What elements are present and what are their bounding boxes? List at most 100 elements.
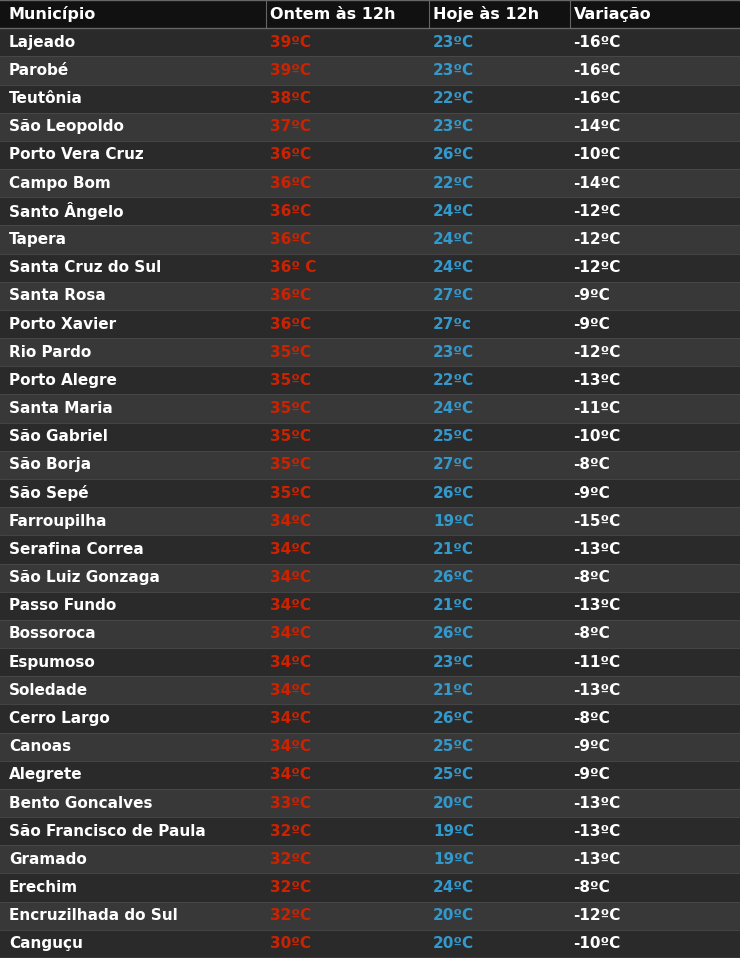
- Text: 23ºC: 23ºC: [433, 345, 474, 359]
- Bar: [0, 282, 740, 310]
- Bar: [0, 141, 740, 169]
- Bar: [0, 901, 740, 930]
- Text: 36º C: 36º C: [270, 261, 317, 275]
- Text: Variação: Variação: [574, 7, 651, 22]
- Text: 20ºC: 20ºC: [433, 795, 474, 810]
- Text: -13ºC: -13ºC: [574, 824, 621, 838]
- Text: -13ºC: -13ºC: [574, 542, 621, 557]
- Bar: [0, 733, 740, 761]
- Text: 34ºC: 34ºC: [270, 599, 311, 613]
- Bar: [0, 422, 740, 451]
- Text: -11ºC: -11ºC: [574, 654, 621, 670]
- Text: 19ºC: 19ºC: [433, 852, 474, 867]
- Text: 19ºC: 19ºC: [433, 513, 474, 529]
- Bar: [0, 366, 740, 395]
- Text: 26ºC: 26ºC: [433, 148, 474, 163]
- Text: -9ºC: -9ºC: [574, 740, 610, 754]
- Text: São Leopoldo: São Leopoldo: [9, 120, 124, 134]
- Text: -8ºC: -8ºC: [574, 711, 610, 726]
- Text: 26ºC: 26ºC: [433, 570, 474, 585]
- Bar: [0, 479, 740, 507]
- Text: Santo Ângelo: Santo Ângelo: [9, 202, 124, 220]
- Text: Canguçu: Canguçu: [9, 936, 83, 951]
- Text: -15ºC: -15ºC: [574, 513, 621, 529]
- Text: 36ºC: 36ºC: [270, 204, 312, 218]
- Text: Alegrete: Alegrete: [9, 767, 82, 783]
- Text: 36ºC: 36ºC: [270, 288, 312, 304]
- Text: São Sepé: São Sepé: [9, 485, 89, 501]
- Bar: [0, 563, 740, 592]
- Text: 24ºC: 24ºC: [433, 232, 474, 247]
- Text: 35ºC: 35ºC: [270, 345, 311, 359]
- Text: 27ºc: 27ºc: [433, 316, 472, 331]
- Bar: [0, 113, 740, 141]
- Text: -14ºC: -14ºC: [574, 120, 621, 134]
- Text: Porto Xavier: Porto Xavier: [9, 316, 116, 331]
- Text: Bossoroca: Bossoroca: [9, 627, 96, 642]
- Bar: [0, 197, 740, 225]
- Bar: [0, 451, 740, 479]
- Text: Gramado: Gramado: [9, 852, 87, 867]
- Text: Porto Alegre: Porto Alegre: [9, 373, 117, 388]
- Bar: [0, 704, 740, 733]
- Text: 37ºC: 37ºC: [270, 120, 311, 134]
- Text: Hoje às 12h: Hoje às 12h: [433, 6, 539, 22]
- Text: 34ºC: 34ºC: [270, 683, 311, 697]
- Text: 35ºC: 35ºC: [270, 429, 311, 445]
- Bar: [0, 310, 740, 338]
- Text: 20ºC: 20ºC: [433, 908, 474, 924]
- Text: 24ºC: 24ºC: [433, 204, 474, 218]
- Text: 35ºC: 35ºC: [270, 457, 311, 472]
- Text: Lajeado: Lajeado: [9, 34, 76, 50]
- Text: Farroupilha: Farroupilha: [9, 513, 107, 529]
- Text: Erechim: Erechim: [9, 880, 78, 895]
- Text: 33ºC: 33ºC: [270, 795, 311, 810]
- Text: -8ºC: -8ºC: [574, 627, 610, 642]
- Text: -13ºC: -13ºC: [574, 852, 621, 867]
- Text: -13ºC: -13ºC: [574, 795, 621, 810]
- Text: 23ºC: 23ºC: [433, 120, 474, 134]
- Text: 25ºC: 25ºC: [433, 429, 474, 445]
- Text: 34ºC: 34ºC: [270, 513, 311, 529]
- Text: 23ºC: 23ºC: [433, 34, 474, 50]
- Text: 27ºC: 27ºC: [433, 288, 474, 304]
- Text: -12ºC: -12ºC: [574, 345, 621, 359]
- Text: 32ºC: 32ºC: [270, 824, 312, 838]
- Text: -12ºC: -12ºC: [574, 232, 621, 247]
- Text: Espumoso: Espumoso: [9, 654, 95, 670]
- Text: 22ºC: 22ºC: [433, 373, 474, 388]
- Text: Santa Rosa: Santa Rosa: [9, 288, 106, 304]
- Text: 39ºC: 39ºC: [270, 63, 311, 78]
- Text: 22ºC: 22ºC: [433, 175, 474, 191]
- Text: 22ºC: 22ºC: [433, 91, 474, 106]
- Text: Campo Bom: Campo Bom: [9, 175, 111, 191]
- Bar: [0, 676, 740, 704]
- Text: 24ºC: 24ºC: [433, 880, 474, 895]
- Text: -10ºC: -10ºC: [574, 148, 621, 163]
- Bar: [0, 761, 740, 789]
- Bar: [0, 789, 740, 817]
- Bar: [0, 620, 740, 648]
- Text: 32ºC: 32ºC: [270, 852, 312, 867]
- Text: Rio Pardo: Rio Pardo: [9, 345, 91, 359]
- Text: Santa Maria: Santa Maria: [9, 401, 112, 416]
- Text: 23ºC: 23ºC: [433, 63, 474, 78]
- Text: Município: Município: [9, 6, 96, 22]
- Text: -16ºC: -16ºC: [574, 91, 621, 106]
- Text: Ontem às 12h: Ontem às 12h: [270, 7, 396, 22]
- Text: -9ºC: -9ºC: [574, 767, 610, 783]
- Text: Tapera: Tapera: [9, 232, 67, 247]
- Text: 24ºC: 24ºC: [433, 261, 474, 275]
- Bar: [0, 84, 740, 113]
- Text: 34ºC: 34ºC: [270, 767, 311, 783]
- Text: São Borja: São Borja: [9, 457, 91, 472]
- Text: 35ºC: 35ºC: [270, 373, 311, 388]
- Text: Canoas: Canoas: [9, 740, 71, 754]
- Text: 25ºC: 25ºC: [433, 767, 474, 783]
- Text: -12ºC: -12ºC: [574, 204, 621, 218]
- Text: -8ºC: -8ºC: [574, 457, 610, 472]
- Text: 34ºC: 34ºC: [270, 627, 311, 642]
- Text: -11ºC: -11ºC: [574, 401, 621, 416]
- Text: 21ºC: 21ºC: [433, 683, 474, 697]
- Bar: [0, 169, 740, 197]
